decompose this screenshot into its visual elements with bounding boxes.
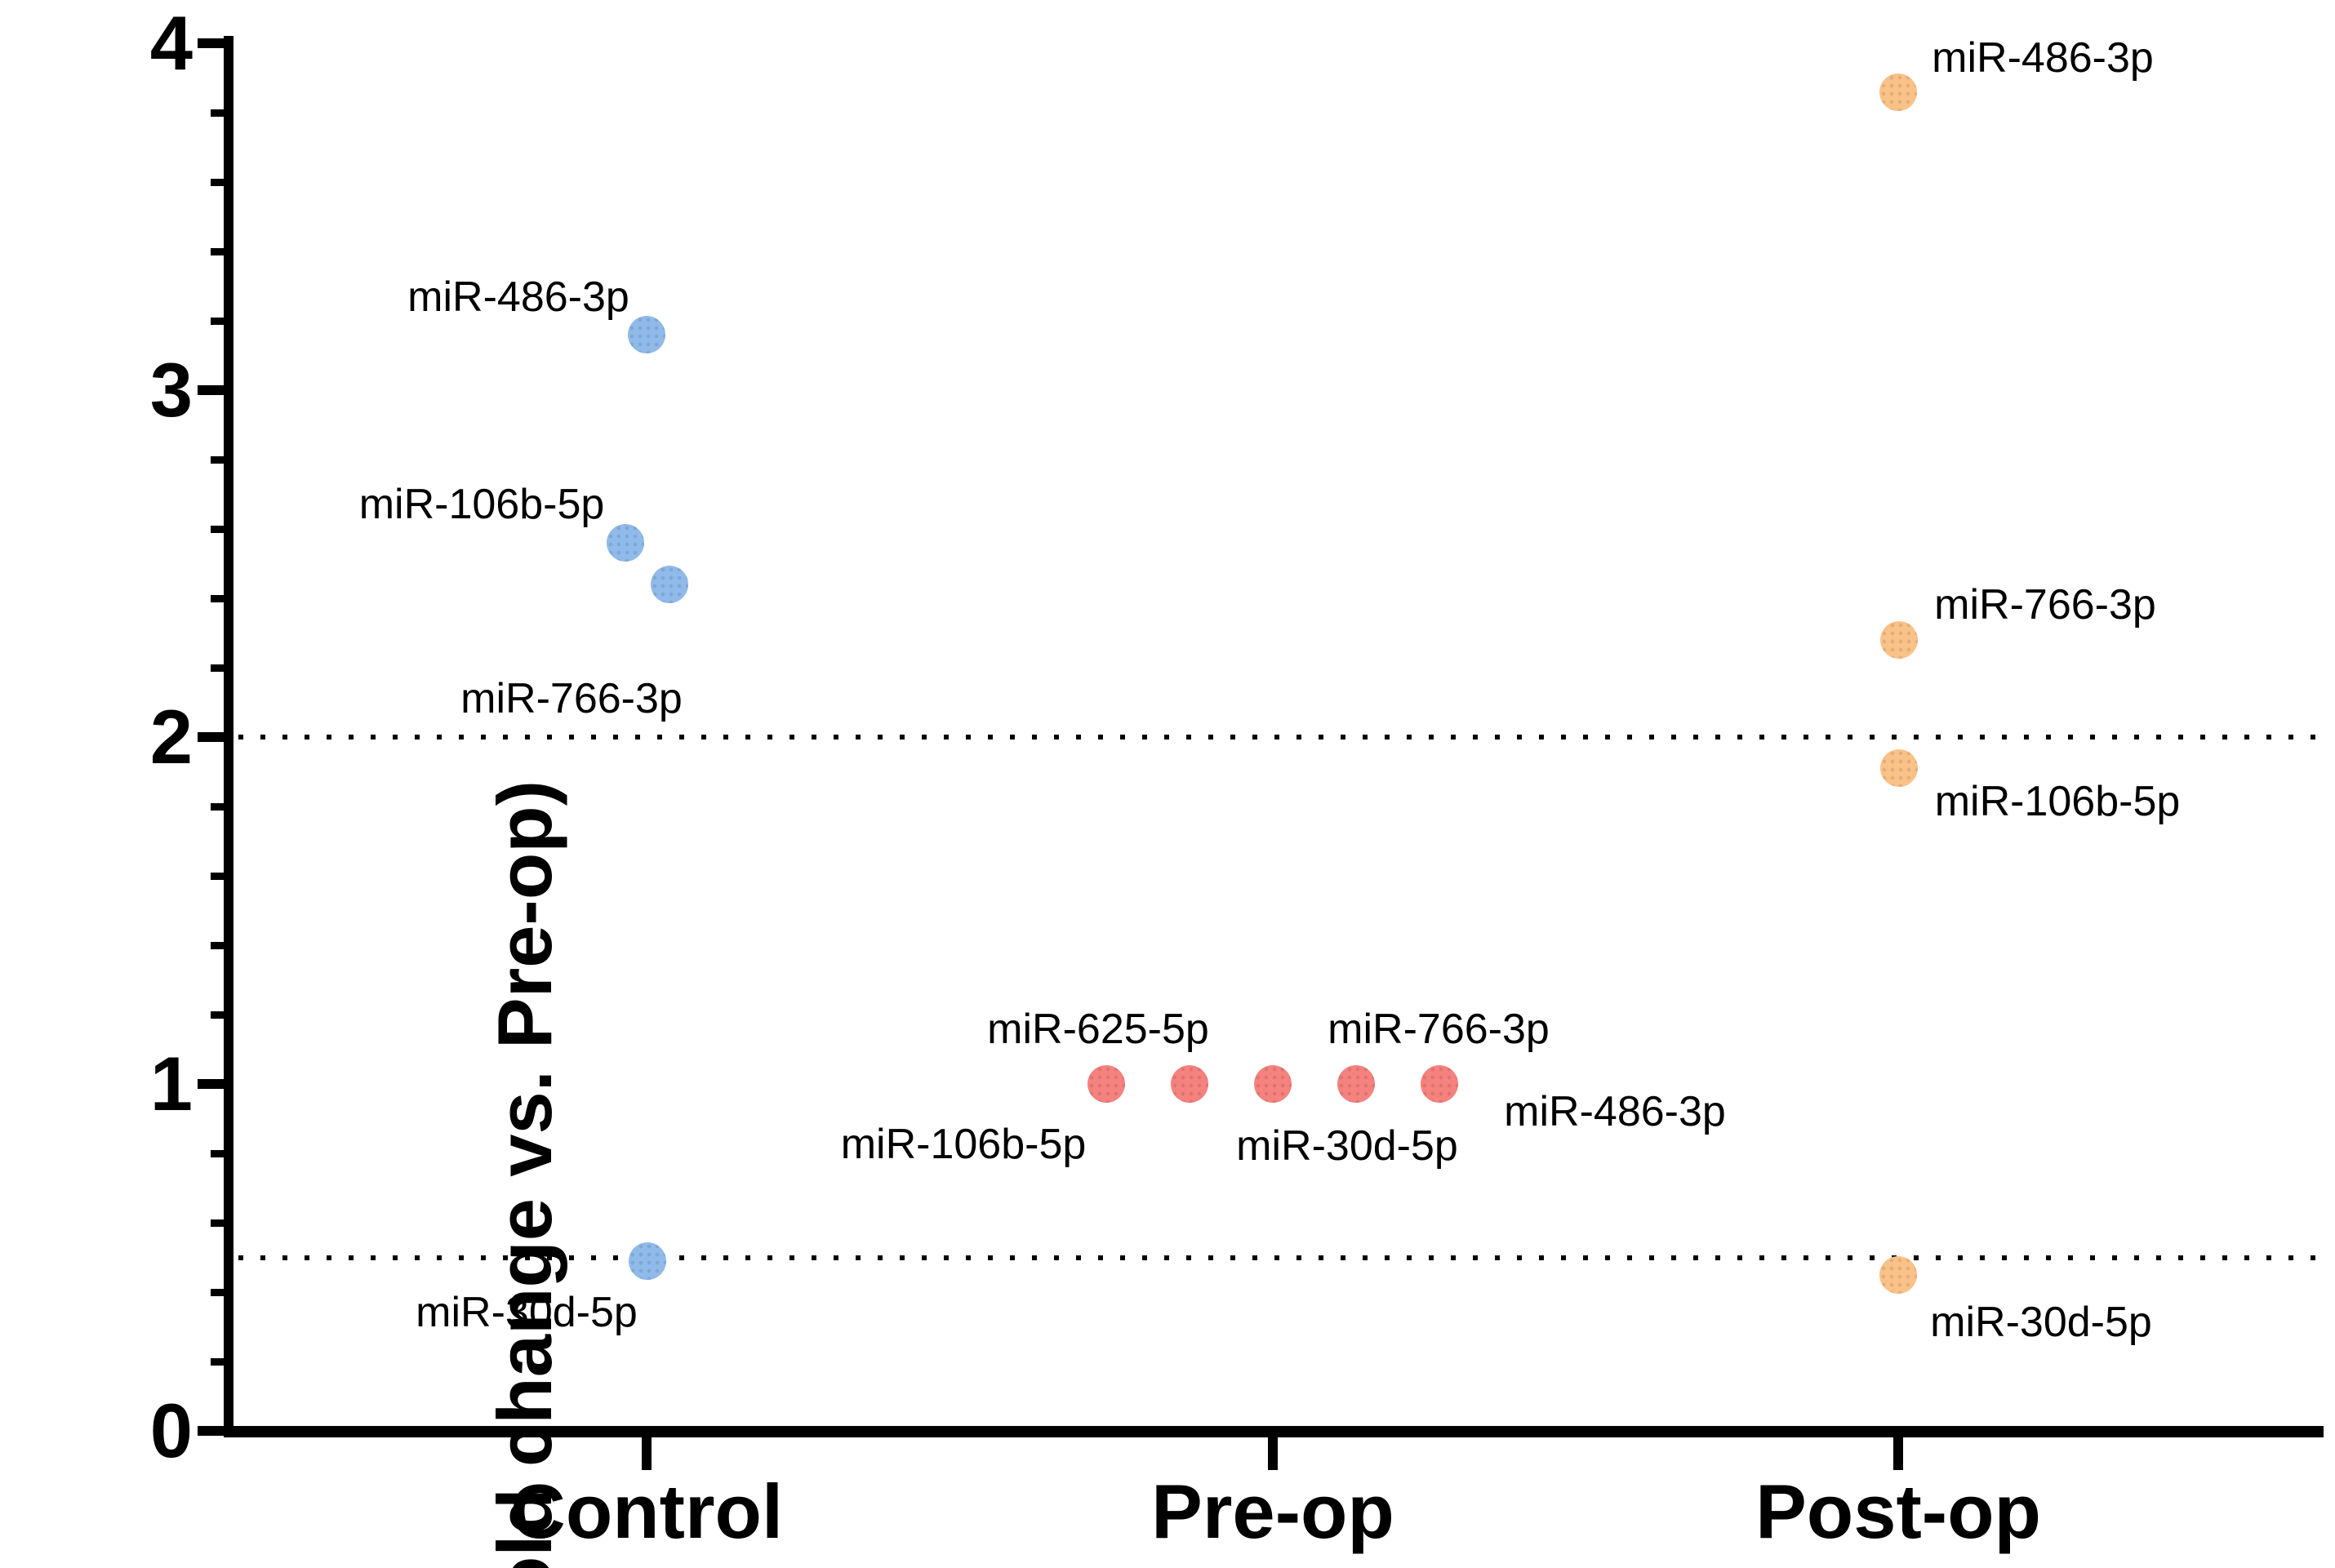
data-point-label-miR-106b-5p: miR-106b-5p [1934, 778, 2181, 826]
data-point-label-miR-625-5p: miR-625-5p [987, 1006, 1209, 1053]
y-major-tick [198, 385, 224, 395]
y-major-tick [198, 732, 224, 742]
x-category-label-control: Control [509, 1468, 784, 1554]
data-point-label-miR-486-3p: miR-486-3p [1504, 1088, 1726, 1135]
data-point-label-miR-30d-5p: miR-30d-5p [416, 1288, 638, 1336]
y-tick-label: 0 [149, 1388, 193, 1473]
reference-line-y2 [238, 735, 2322, 740]
y-minor-tick [211, 803, 224, 811]
data-point-label-miR-766-3p: miR-766-3p [460, 675, 683, 722]
data-point-pre-op-miR-106b-5p [1087, 1065, 1125, 1103]
y-minor-tick [211, 942, 224, 949]
x-tick-post-op [1893, 1437, 1903, 1470]
x-tick-pre-op [1268, 1437, 1278, 1470]
data-point-label-miR-486-3p: miR-486-3p [407, 273, 629, 321]
y-minor-tick [211, 873, 224, 880]
y-minor-tick [211, 1289, 224, 1296]
y-minor-tick [211, 1358, 224, 1366]
data-point-label-miR-106b-5p: miR-106b-5p [358, 481, 605, 528]
data-point-post-op-miR-766-3p [1880, 621, 1918, 659]
data-point-label-miR-30d-5p: miR-30d-5p [1236, 1122, 1458, 1170]
y-minor-tick [211, 179, 224, 186]
data-point-pre-op-miR-30d-5p [1254, 1065, 1292, 1103]
data-point-label-miR-766-3p: miR-766-3p [1934, 581, 2156, 629]
data-point-pre-op-miR-625-5p [1171, 1065, 1208, 1103]
y-tick-label: 1 [149, 1041, 193, 1126]
y-tick-label: 3 [149, 347, 193, 433]
x-category-label-post-op: Post-op [1755, 1468, 2041, 1554]
y-major-tick [198, 1426, 224, 1436]
y-minor-tick [211, 318, 224, 325]
data-point-pre-op-miR-766-3p [1337, 1065, 1375, 1103]
data-point-control-miR-106b-5p [607, 524, 644, 562]
x-category-label-pre-op: Pre-op [1151, 1468, 1394, 1554]
y-minor-tick [211, 664, 224, 672]
data-point-pre-op-miR-486-3p [1421, 1065, 1458, 1103]
x-axis-line [224, 1426, 2324, 1437]
y-major-tick [198, 38, 224, 48]
y-axis-title: RQ (fold change vs. Pre-op) [481, 780, 567, 1568]
data-point-control-miR-766-3p [651, 566, 688, 603]
y-minor-tick [211, 595, 224, 602]
data-point-label-miR-766-3p: miR-766-3p [1328, 1006, 1550, 1053]
data-point-control-miR-30d-5p [629, 1242, 666, 1280]
y-tick-label: 2 [149, 694, 193, 780]
data-point-label-miR-106b-5p: miR-106b-5p [840, 1121, 1087, 1168]
data-point-post-op-miR-486-3p [1879, 73, 1917, 111]
y-axis-line [224, 36, 234, 1437]
data-point-control-miR-486-3p [628, 316, 665, 353]
y-minor-tick [211, 248, 224, 255]
y-minor-tick [211, 456, 224, 464]
x-tick-control [642, 1437, 652, 1470]
data-point-post-op-miR-106b-5p [1880, 749, 1918, 788]
y-major-tick [198, 1079, 224, 1089]
y-minor-tick [211, 1011, 224, 1019]
y-minor-tick [211, 1150, 224, 1157]
data-point-label-miR-30d-5p: miR-30d-5p [1930, 1298, 2152, 1346]
y-minor-tick [211, 526, 224, 533]
y-minor-tick [211, 109, 224, 117]
data-point-post-op-miR-30d-5p [1879, 1255, 1917, 1294]
reference-line-y0.5 [238, 1255, 2322, 1260]
y-minor-tick [211, 1219, 224, 1227]
data-point-label-miR-486-3p: miR-486-3p [1932, 33, 2154, 82]
y-tick-label: 4 [149, 0, 193, 86]
